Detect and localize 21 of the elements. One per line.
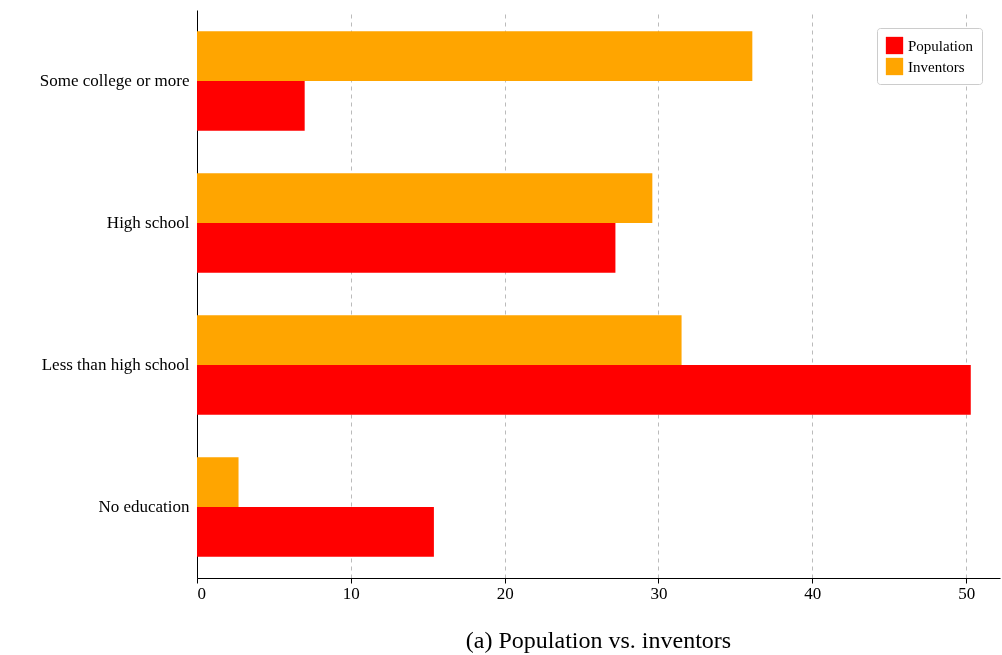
y-tick-label: Less than high school: [41, 355, 190, 374]
bar: [197, 31, 753, 81]
y-tick-label: No education: [98, 497, 190, 516]
bar: [197, 173, 653, 223]
bar: [197, 365, 971, 415]
x-tick-label: 10: [342, 583, 360, 603]
x-tick-label: 20: [496, 583, 514, 603]
bar: [197, 507, 434, 557]
legend-label: Population: [908, 37, 974, 54]
text: (a) Population vs. inventors: [465, 627, 732, 653]
bar: [197, 315, 682, 365]
y-tick-label: Some college or more: [39, 71, 190, 90]
x-tick-label: 50: [958, 583, 976, 603]
bar: [197, 223, 616, 273]
x-tick-label: 0: [197, 583, 206, 603]
bar: [197, 457, 239, 507]
bar: [197, 81, 305, 131]
y-tick-label: High school: [106, 213, 190, 232]
x-tick-label: 30: [650, 583, 668, 603]
legend-label: Inventors: [908, 58, 965, 75]
x-tick-label: 40: [804, 583, 822, 603]
